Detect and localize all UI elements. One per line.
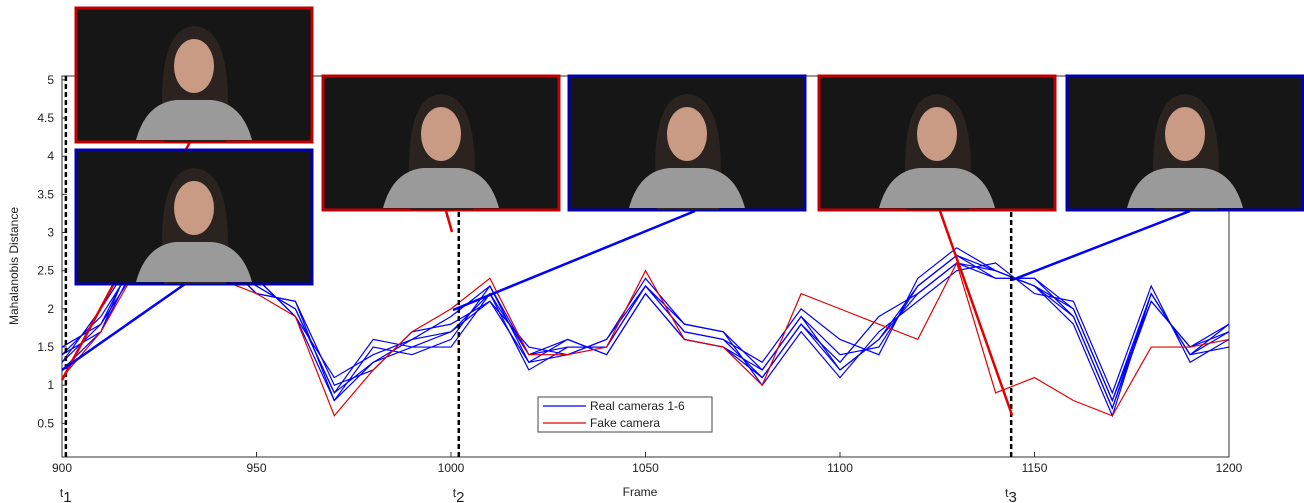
person-face <box>667 107 707 161</box>
x-tick-label: 1100 <box>827 461 853 475</box>
y-tick-label: 2.5 <box>37 264 54 278</box>
y-axis-label: Mahalanobis Distance <box>7 207 21 325</box>
x-tick-label: 950 <box>246 461 266 475</box>
thumbnails <box>74 6 1304 286</box>
person-shirt <box>1127 168 1243 208</box>
event-label-text: t <box>60 486 64 500</box>
event-label-sub: 2 <box>456 489 464 503</box>
legend-label: Real cameras 1-6 <box>590 399 685 413</box>
y-tick-label: 1 <box>47 378 54 392</box>
event-label-text: t <box>1005 486 1009 500</box>
connector <box>1011 209 1191 282</box>
event-label: t3 <box>1005 486 1017 503</box>
x-tick-label: 1050 <box>632 461 659 475</box>
y-tick-label: 4 <box>47 149 54 163</box>
person-face <box>174 181 214 235</box>
event-label-text: t <box>453 486 457 500</box>
person-face <box>917 107 957 161</box>
thumbnail <box>817 74 1057 212</box>
person-face <box>1165 107 1205 161</box>
event-label: t1 <box>60 486 72 503</box>
y-tick-label: 0.5 <box>37 416 54 430</box>
thumbnail <box>567 74 807 212</box>
x-axis-label: Frame <box>623 485 658 499</box>
connector <box>452 209 696 312</box>
person-shirt <box>136 242 252 282</box>
data-line <box>61 231 1230 417</box>
y-tick-label: 4.5 <box>37 111 54 125</box>
y-tick-label: 3.5 <box>37 187 54 201</box>
thumbnail <box>74 148 314 286</box>
thumbnail <box>1065 74 1304 212</box>
event-label-sub: 1 <box>63 489 71 503</box>
x-tick-label: 900 <box>52 461 72 475</box>
y-tick-label: 2 <box>47 302 54 316</box>
event-label-sub: 3 <box>1009 489 1017 503</box>
connector <box>61 282 186 372</box>
connector <box>444 210 454 233</box>
person-face <box>174 39 214 93</box>
legend-label: Fake camera <box>590 416 660 430</box>
y-tick-label: 1.5 <box>37 340 54 354</box>
legend: Real cameras 1-6 Fake camera <box>537 396 713 433</box>
x-tick-label: 1150 <box>1022 461 1048 475</box>
connector <box>938 210 1014 416</box>
thumbnail <box>321 74 561 212</box>
x-tick-label: 1000 <box>438 461 465 475</box>
event-label: t2 <box>453 486 465 503</box>
person-shirt <box>136 100 252 140</box>
legend-box <box>537 396 713 433</box>
person-face <box>421 107 461 161</box>
y-tick-label: 3 <box>47 226 54 240</box>
thumbnail <box>74 6 314 144</box>
person-shirt <box>629 168 745 208</box>
person-shirt <box>879 168 995 208</box>
x-tick-label: 1200 <box>1216 461 1243 475</box>
person-shirt <box>383 168 499 208</box>
y-tick-label: 5 <box>47 73 54 87</box>
